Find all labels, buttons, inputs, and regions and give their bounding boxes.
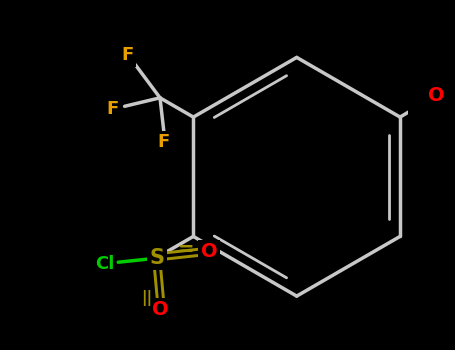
Text: F: F <box>106 100 118 118</box>
Text: ||: || <box>141 290 152 306</box>
Text: O: O <box>429 86 445 105</box>
Text: Cl: Cl <box>95 255 114 273</box>
Text: O: O <box>152 300 169 320</box>
Text: F: F <box>158 133 170 152</box>
Text: =: = <box>178 240 194 259</box>
Text: O: O <box>201 242 217 261</box>
Text: S: S <box>149 247 164 268</box>
Text: F: F <box>121 47 134 64</box>
